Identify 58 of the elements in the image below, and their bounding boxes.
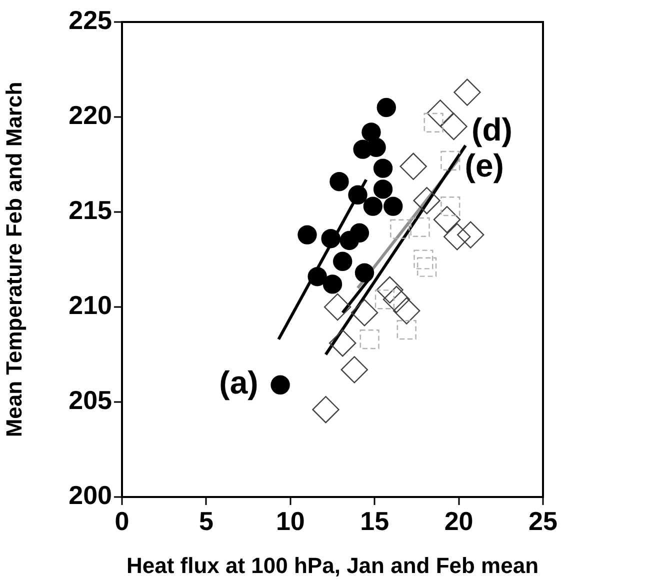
point — [324, 293, 352, 321]
y-tick-label: 200 — [68, 480, 112, 510]
point — [329, 330, 356, 357]
y-axis-title: Mean Temperature Feb and March — [1, 82, 26, 438]
point — [426, 100, 454, 127]
annotation: (d) — [472, 111, 512, 148]
annotation: (e) — [464, 147, 504, 184]
x-tick-label: 5 — [198, 506, 214, 536]
point — [321, 229, 340, 248]
point — [312, 396, 340, 424]
point — [376, 98, 396, 118]
y-tick-label: 205 — [68, 385, 112, 416]
y-tick-label: 210 — [68, 290, 112, 320]
point — [360, 330, 380, 350]
point — [322, 274, 342, 294]
point — [444, 223, 471, 250]
point — [373, 158, 393, 178]
point — [373, 180, 393, 199]
y-tick-label: 215 — [68, 195, 112, 226]
point — [353, 140, 372, 159]
point — [454, 78, 481, 106]
point — [414, 250, 434, 270]
x-tick-label: 25 — [528, 506, 558, 536]
point — [392, 297, 420, 324]
point — [417, 257, 437, 277]
point — [400, 152, 427, 180]
point — [270, 375, 290, 394]
point — [440, 150, 460, 170]
point — [390, 219, 410, 239]
point — [413, 187, 440, 214]
point — [340, 356, 368, 384]
point — [308, 267, 327, 286]
x-tick-label: 15 — [360, 506, 390, 536]
point — [456, 221, 484, 248]
annotation: (a) — [219, 364, 258, 401]
point — [333, 252, 352, 271]
y-tick-label: 220 — [68, 100, 112, 130]
x-axis-title: Heat flux at 100 hPa, Jan and Feb mean — [126, 552, 539, 578]
point — [350, 299, 378, 326]
point — [440, 112, 468, 140]
point — [440, 196, 460, 216]
point — [410, 217, 430, 237]
point — [298, 225, 317, 244]
x-tick-label: 20 — [444, 506, 474, 536]
point — [354, 263, 374, 282]
point — [376, 276, 404, 304]
point — [396, 320, 416, 340]
x-tick-label: 10 — [276, 506, 305, 536]
point — [384, 196, 403, 216]
x-tick-label: 0 — [114, 506, 130, 536]
point — [350, 223, 370, 242]
y-tick-label: 225 — [68, 5, 112, 36]
point — [348, 185, 368, 204]
point — [362, 122, 381, 142]
point — [433, 206, 461, 234]
point — [382, 286, 410, 313]
point — [363, 196, 383, 216]
point — [330, 172, 349, 192]
